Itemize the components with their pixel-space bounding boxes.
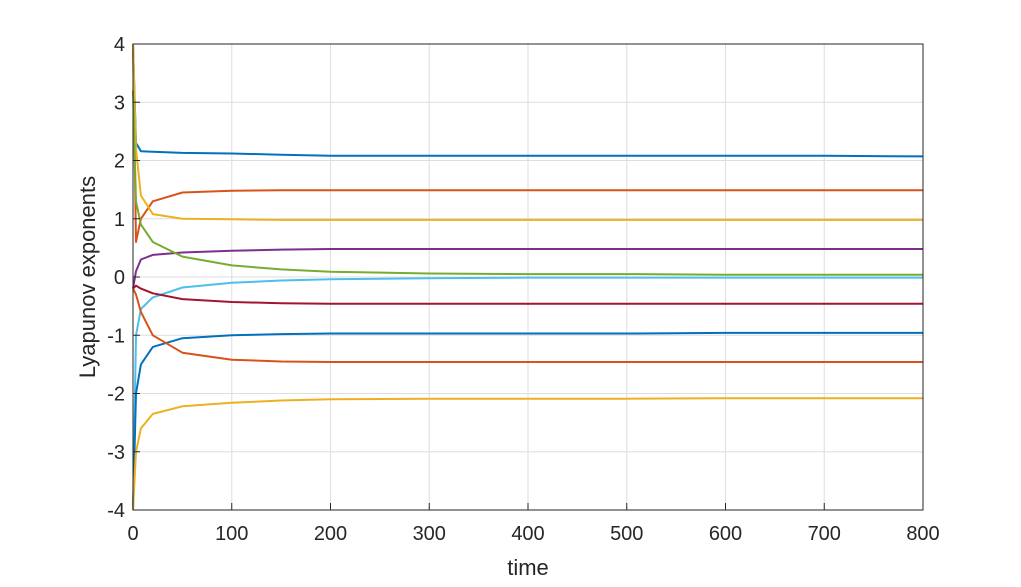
y-tick-label: 2 xyxy=(114,151,125,173)
x-tick-label: 0 xyxy=(127,523,138,545)
x-tick-label: 200 xyxy=(314,523,347,545)
y-tick-label: 1 xyxy=(114,209,125,231)
y-tick-label: -2 xyxy=(107,384,125,406)
x-tick-label: 800 xyxy=(906,523,939,545)
y-tick-label: 0 xyxy=(114,267,125,289)
series-group xyxy=(132,43,924,511)
series-line-4 xyxy=(132,248,923,289)
x-tick-label: 700 xyxy=(808,523,841,545)
series-line-2 xyxy=(132,43,923,243)
x-tick-label: 100 xyxy=(215,523,248,545)
x-tick-label: 500 xyxy=(610,523,643,545)
series-line-3 xyxy=(132,43,923,221)
x-tick-label: 400 xyxy=(511,523,544,545)
y-tick-label: -1 xyxy=(107,325,125,347)
series-line-9 xyxy=(132,288,923,363)
x-tick-label: 600 xyxy=(709,523,742,545)
y-axis-label: Lyapunov exponents xyxy=(75,176,100,378)
y-tick-label: -3 xyxy=(107,442,125,464)
y-tick-label: 4 xyxy=(114,34,125,56)
ticks: 0 100 200 300 400 500 600 700 800 -4 -3 -2 -1 0 1 2 3 4 xyxy=(107,34,939,545)
x-axis-label: time xyxy=(507,555,549,580)
y-tick-label: -4 xyxy=(107,500,125,522)
series-line-7 xyxy=(132,284,923,305)
series-line-10 xyxy=(132,397,923,511)
x-tick-label: 300 xyxy=(413,523,446,545)
series-line-1 xyxy=(132,43,924,158)
series-line-5 xyxy=(132,90,923,276)
series-line-6 xyxy=(132,276,923,511)
y-tick-label: 3 xyxy=(114,92,125,114)
series-line-8 xyxy=(132,331,923,511)
